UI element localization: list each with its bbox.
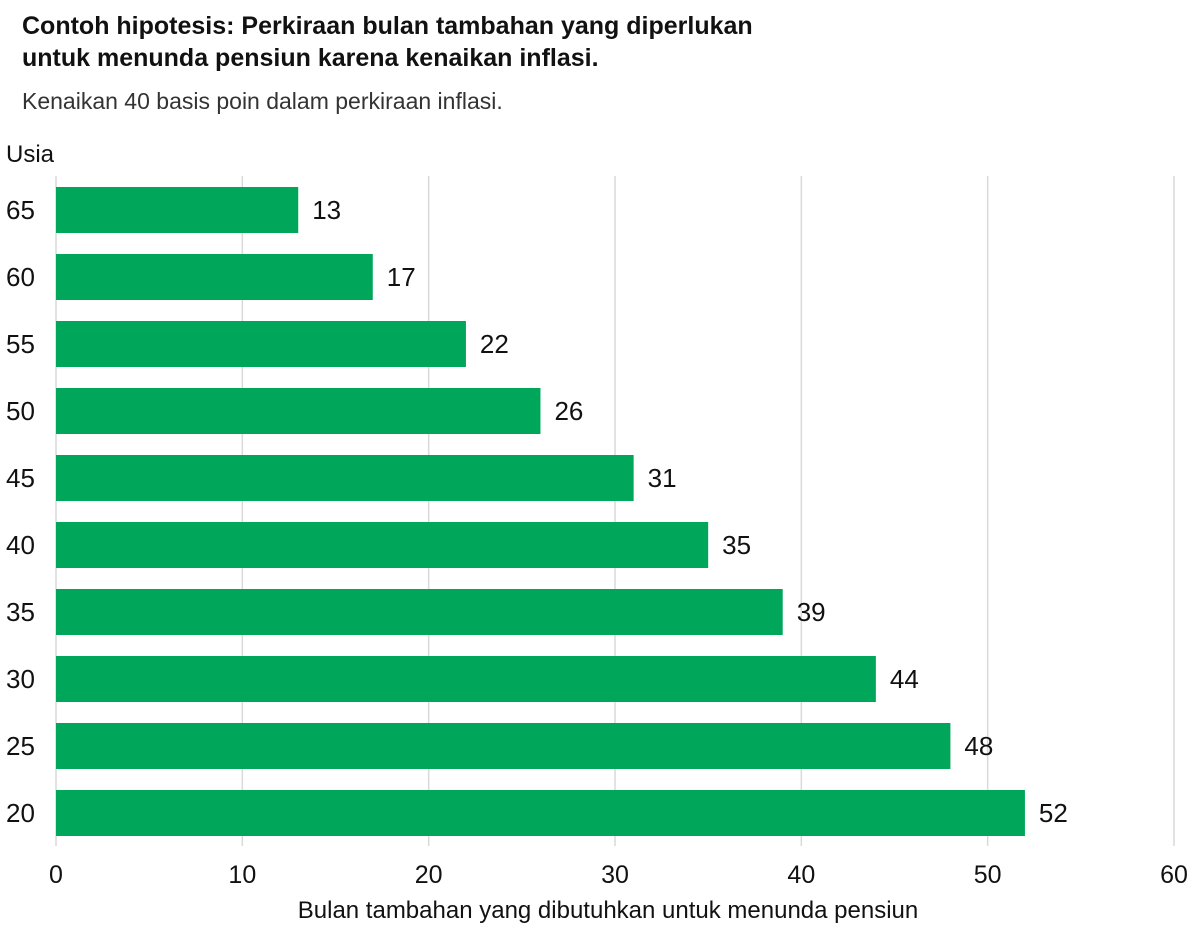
x-tick-label: 10 — [228, 861, 256, 889]
x-tick-label: 20 — [415, 861, 443, 889]
category-label: 60 — [6, 262, 35, 292]
bar-value-label: 22 — [480, 329, 509, 359]
bar — [56, 388, 541, 434]
bar-value-label: 39 — [797, 597, 826, 627]
x-tick-label: 0 — [49, 861, 63, 889]
bar — [56, 254, 373, 300]
bar — [56, 187, 299, 233]
x-tick-labels: 0 10 20 30 40 50 60 — [49, 861, 1188, 889]
x-tick-label: 60 — [1160, 861, 1188, 889]
chart-subtitle: Kenaikan 40 basis poin dalam perkiraan i… — [22, 88, 503, 114]
bar-value-label: 13 — [312, 195, 341, 225]
bar — [56, 522, 709, 568]
category-label: 25 — [6, 731, 35, 761]
x-axis-title: Bulan tambahan yang dibutuhkan untuk men… — [298, 897, 918, 924]
bar — [56, 723, 951, 769]
bar-value-labels: 13 17 22 26 31 35 39 44 48 52 — [312, 195, 1068, 828]
bar — [56, 790, 1025, 836]
bar — [56, 455, 634, 501]
category-label: 65 — [6, 195, 35, 225]
bar-value-label: 26 — [554, 396, 583, 426]
bar-value-label: 35 — [722, 530, 751, 560]
category-label: 30 — [6, 664, 35, 694]
category-label: 55 — [6, 329, 35, 359]
bar — [56, 321, 466, 367]
bar-value-label: 52 — [1039, 798, 1068, 828]
category-label: 20 — [6, 798, 35, 828]
x-tick-label: 50 — [974, 861, 1002, 889]
x-tick-label: 30 — [601, 861, 629, 889]
y-axis-title: Usia — [6, 141, 55, 168]
x-tick-label: 40 — [787, 861, 815, 889]
bar — [56, 589, 783, 635]
category-label: 40 — [6, 530, 35, 560]
bars — [56, 187, 1025, 836]
bar-value-label: 17 — [387, 262, 416, 292]
category-labels: 65 60 55 50 45 40 35 30 25 20 — [6, 195, 35, 828]
chart-title: Contoh hipotesis: Perkiraan bulan tambah… — [22, 12, 753, 72]
category-label: 45 — [6, 463, 35, 493]
bar-value-label: 48 — [964, 731, 993, 761]
category-label: 50 — [6, 396, 35, 426]
bar-value-label: 31 — [648, 463, 677, 493]
bar-value-label: 44 — [890, 664, 919, 694]
bar — [56, 656, 876, 702]
category-label: 35 — [6, 597, 35, 627]
